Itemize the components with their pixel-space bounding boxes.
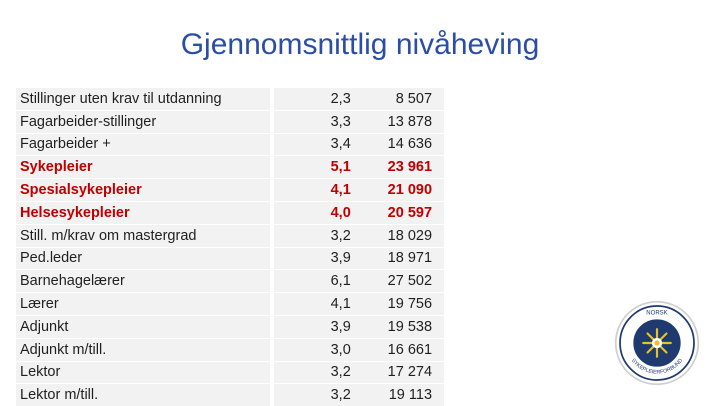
row-ratio: 3,3 — [330, 113, 351, 130]
row-ratio: 3,4 — [330, 136, 351, 153]
row-value: 17 274 — [387, 364, 433, 381]
table-row: Lektor m/till. 3,2 19 113 — [16, 383, 444, 406]
row-label: Adjunkt m/till. — [20, 341, 107, 358]
row-value: 18 029 — [387, 227, 433, 244]
column-divider — [269, 133, 274, 156]
table-row: Fagarbeider-stillinger 3,3 13 878 — [16, 109, 444, 133]
column-divider — [269, 293, 274, 315]
logo-top-text: NORSK — [646, 311, 667, 317]
row-label: Spesialsykepleier — [20, 182, 142, 199]
row-label: Helsesykepleier — [20, 204, 130, 221]
row-label: Lektor — [20, 364, 61, 381]
row-ratio: 5,1 — [330, 159, 351, 176]
table-row: Stillinger uten krav til utdanning 2,3 8 5… — [16, 88, 444, 110]
row-value: 20 597 — [387, 204, 433, 221]
row-ratio: 3,9 — [330, 250, 351, 267]
column-divider — [269, 179, 274, 201]
column-divider — [269, 361, 274, 384]
row-value: 16 661 — [387, 341, 433, 358]
column-divider — [269, 110, 274, 133]
slide-title: Gjennomsnittlig nivåheving — [180, 28, 540, 61]
column-divider — [269, 338, 274, 361]
table-row: Helsesykepleier 4,0 20 597 — [16, 200, 444, 224]
row-value: 19 113 — [388, 387, 433, 404]
column-divider — [269, 270, 274, 293]
row-ratio: 2,3 — [330, 90, 351, 107]
column-divider — [269, 88, 274, 110]
table-row: Adjunkt 3,9 19 538 — [16, 314, 444, 338]
row-label: Fagarbeider-stillinger — [20, 113, 157, 130]
row-label: Adjunkt — [20, 318, 69, 335]
row-label: Stillinger uten krav til utdanning — [20, 90, 222, 107]
row-ratio: 4,1 — [330, 182, 351, 199]
row-label: Lærer — [20, 296, 59, 313]
column-divider — [269, 247, 274, 270]
row-ratio: 6,1 — [330, 273, 351, 290]
table-row: Ped.leder 3,9 18 971 — [16, 246, 444, 270]
row-value: 18 971 — [387, 250, 433, 267]
row-ratio: 3,2 — [330, 387, 351, 404]
table-row: Lektor 3,2 17 274 — [16, 360, 444, 384]
row-ratio: 4,1 — [330, 296, 351, 313]
column-divider — [269, 201, 274, 224]
nsf-emblem-icon: NORSK SYKEPLEIERFORBUND — [614, 300, 700, 386]
row-value: 27 502 — [387, 273, 433, 290]
table-row: Lærer 4,1 19 756 — [16, 292, 444, 315]
row-ratio: 3,0 — [330, 341, 351, 358]
table-row: Sykepleier 5,1 23 961 — [16, 155, 444, 179]
table-row: Barnehagelærer 6,1 27 502 — [16, 269, 444, 293]
column-divider — [269, 315, 274, 338]
row-value: 21 090 — [387, 182, 433, 199]
row-label: Barnehagelærer — [20, 273, 125, 290]
row-label: Fagarbeider + — [20, 136, 111, 153]
salary-table: Stillinger uten krav til utdanning 2,3 8 5… — [16, 88, 444, 406]
row-label: Lektor m/till. — [20, 387, 99, 404]
row-value: 8 507 — [395, 90, 433, 107]
row-value: 19 538 — [387, 318, 433, 335]
table-row: Still. m/krav om mastergrad 3,2 18 029 — [16, 223, 444, 247]
row-value: 13 878 — [387, 113, 433, 130]
row-ratio: 4,0 — [330, 204, 351, 221]
table-row: Adjunkt m/till. 3,0 16 661 — [16, 337, 444, 361]
row-value: 14 636 — [387, 136, 433, 153]
row-label: Ped.leder — [20, 250, 83, 267]
table-row: Spesialsykepleier 4,1 21 090 — [16, 178, 444, 201]
row-label: Sykepleier — [20, 159, 93, 176]
row-ratio: 3,2 — [330, 227, 351, 244]
table-row: Fagarbeider + 3,4 14 636 — [16, 132, 444, 156]
row-value: 23 961 — [387, 159, 433, 176]
row-label: Still. m/krav om mastergrad — [20, 227, 197, 244]
row-ratio: 3,9 — [330, 318, 351, 335]
column-divider — [269, 384, 274, 406]
row-ratio: 3,2 — [330, 364, 351, 381]
column-divider — [269, 224, 274, 247]
row-value: 19 756 — [387, 296, 433, 313]
column-divider — [269, 156, 274, 179]
